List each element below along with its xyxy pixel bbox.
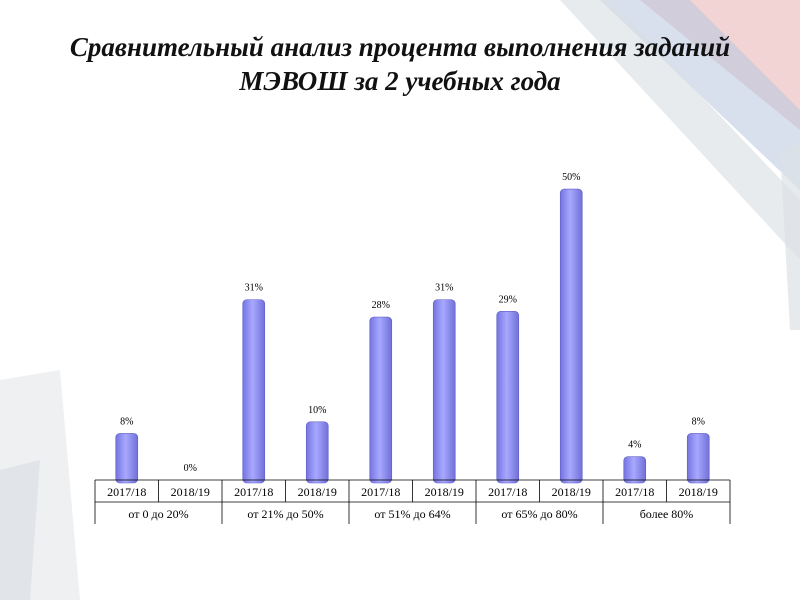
tick-label-year: 2018/19	[425, 485, 464, 499]
tick-label-year: 2018/19	[552, 485, 591, 499]
data-label-2-0: 28%	[372, 300, 390, 311]
data-label-3-0: 29%	[499, 294, 517, 305]
tick-label-year: 2018/19	[679, 485, 718, 499]
category-table: 2017/18 2018/19 от 0 до 20% 2017/18 2018/19 о…	[94, 479, 731, 524]
tick-label-group: от 21% до 50%	[247, 507, 323, 521]
data-label-1-0: 31%	[245, 283, 263, 294]
bars-layer	[115, 188, 710, 484]
tick-label-year: 2017/18	[361, 485, 400, 499]
page-title: Сравнительный анализ процента выполнения…	[0, 30, 800, 98]
tick-label-group: от 0 до 20%	[128, 507, 188, 521]
data-label-4-0: 4%	[628, 440, 641, 451]
decor-stripe-grey	[560, 0, 800, 260]
tick-label-group: от 51% до 64%	[374, 507, 450, 521]
tick-label-year: 2017/18	[107, 485, 146, 499]
bar-4-1	[686, 433, 710, 484]
tick-label-year: 2017/18	[488, 485, 527, 499]
bar-4-0	[623, 456, 647, 484]
tick-label-year: 2017/18	[615, 485, 654, 499]
bar-3-0	[496, 310, 520, 484]
tick-label-year: 2017/18	[234, 485, 273, 499]
data-label-3-1: 50%	[562, 172, 580, 183]
data-label-0-1: 0%	[184, 463, 197, 474]
tick-label-year: 2018/19	[171, 485, 210, 499]
tick-label-group: более 80%	[640, 507, 694, 521]
data-labels-layer: 8% 0% 31% 10% 28% 31% 29% 50% 4% 8%	[120, 172, 705, 474]
data-label-4-1: 8%	[692, 416, 705, 427]
bar-2-1	[432, 299, 456, 484]
title-line-2: МЭВОШ за 2 учебных года	[239, 66, 561, 96]
tick-label-year: 2018/19	[298, 485, 337, 499]
data-label-1-1: 10%	[308, 405, 326, 416]
bar-3-1	[559, 188, 583, 484]
decor-stripe-grey-left2	[0, 460, 40, 600]
title-line-1: Сравнительный анализ процента выполнения…	[69, 32, 731, 62]
tick-label-group: от 65% до 80%	[501, 507, 577, 521]
decor-stripe-grey-right	[780, 140, 800, 330]
bar-0-0	[115, 433, 139, 484]
bar-1-1	[305, 421, 329, 484]
bar-1-0	[242, 299, 266, 484]
bar-2-0	[369, 316, 393, 484]
data-label-2-1: 31%	[435, 283, 453, 294]
data-label-0-0: 8%	[120, 416, 133, 427]
